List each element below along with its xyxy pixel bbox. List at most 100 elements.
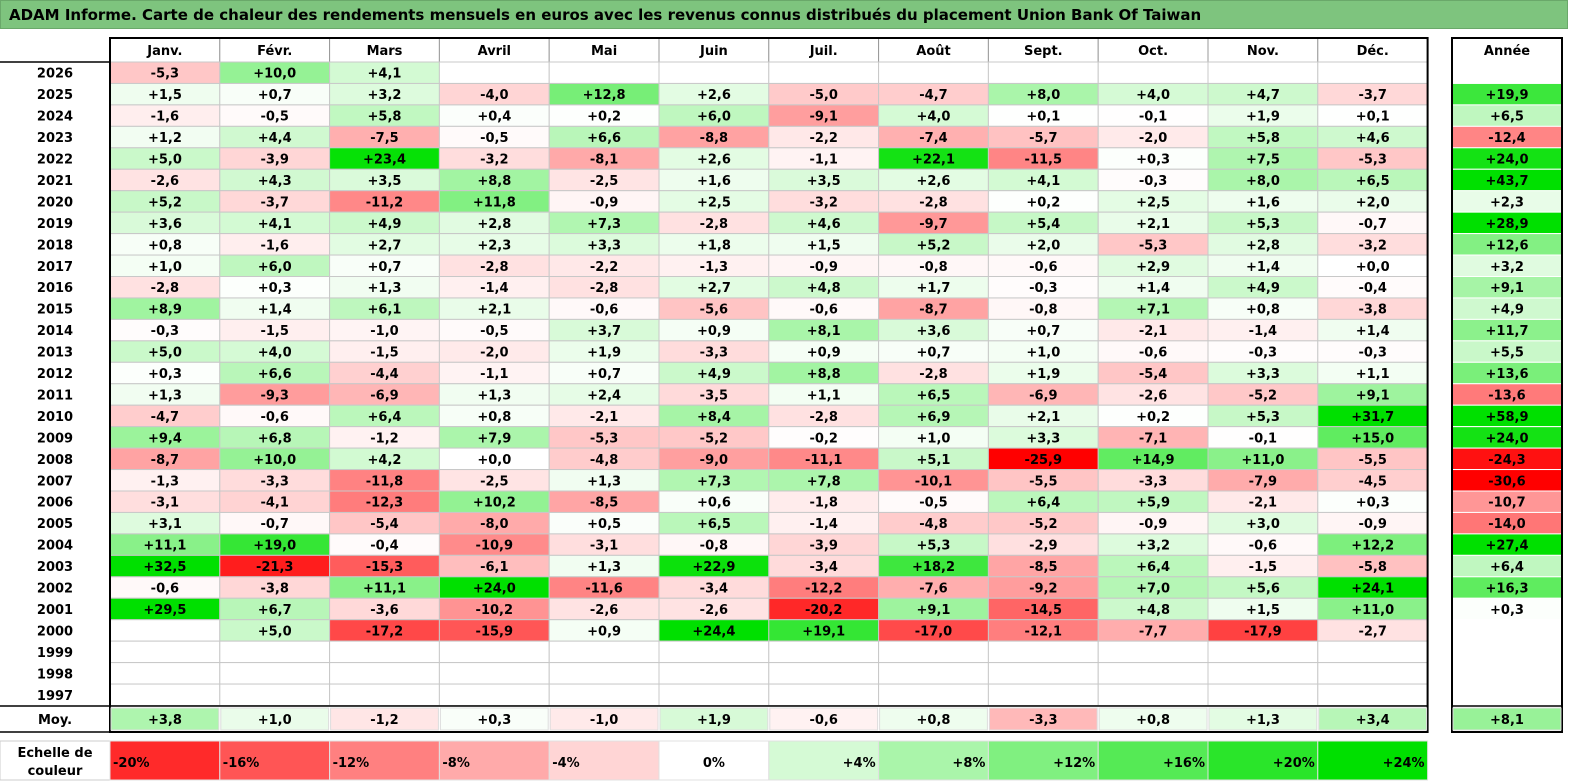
month-header-7: Août [916,44,950,59]
year-label: 2025 [37,88,73,103]
heat-cell-value: +8,8 [477,174,511,189]
heat-cell-value: +4,9 [697,367,731,382]
heat-cell-value: +19,1 [802,624,845,639]
heat-cell [1207,640,1319,664]
annual-cell-value: +28,9 [1486,217,1529,232]
heat-cell-value: +5,1 [917,453,951,468]
year-label: 2020 [37,195,73,210]
heat-cell-value: +18,2 [912,560,955,575]
heat-cell-value: -3,8 [1358,303,1386,318]
heat-cell-value: -11,6 [585,582,622,597]
year-label: 2017 [37,260,73,275]
month-header-1: Févr. [257,44,292,59]
heat-cell-value: +4,2 [368,453,402,468]
heat-cell-value: +1,3 [368,281,402,296]
heat-cell [987,61,1099,84]
year-label: 2014 [37,324,73,339]
heat-cell-value: -2,2 [590,260,618,275]
heat-cell-value: -3,3 [260,474,288,489]
heat-cell-value: +5,8 [1246,131,1280,146]
annual-cell-value: +16,3 [1486,582,1529,597]
heat-cell [109,640,221,664]
heat-cell-value: +4,9 [1246,281,1280,296]
heat-cell-value: -6,9 [1029,388,1057,403]
scale-swatch-label: +12% [1053,756,1095,771]
heat-cell-value: -9,2 [1029,582,1057,597]
year-label: 2004 [37,539,73,554]
heat-cell-value: -15,3 [366,560,403,575]
heat-cell-value: -7,7 [1139,624,1167,639]
heat-cell-value: -12,3 [366,496,403,511]
year-label: 2019 [37,217,73,232]
heat-cell-value: +0,6 [697,496,731,511]
month-header-cell [1097,37,1209,63]
heat-cell-value: +1,0 [917,431,951,446]
heat-cell-value: +4,0 [1136,88,1170,103]
heat-cell-value: +11,1 [363,582,406,597]
heat-cell-value: +2,4 [587,388,621,403]
heat-cell-value: -2,0 [1139,131,1167,146]
heat-cell-value: -4,8 [919,517,947,532]
heat-cell-value: -2,1 [1249,496,1277,511]
heat-cell-value: +2,7 [697,281,731,296]
heat-cell [109,683,221,706]
heat-cell-value: -0,9 [1358,517,1386,532]
heat-cell-value: -10,9 [476,539,513,554]
heat-cell-value: +14,9 [1132,453,1175,468]
heat-cell-value: +4,1 [368,67,402,82]
heat-cell-value: -0,5 [480,324,508,339]
average-cell [659,707,769,731]
heat-cell-value: -8,8 [700,131,728,146]
scale-swatch-label: +8% [952,756,985,771]
year-label: 2008 [37,453,73,468]
heat-cell-value: -1,4 [1249,324,1277,339]
heat-cell-value: -2,5 [590,174,618,189]
annual-cell [1451,619,1563,642]
heat-cell-value: +0,3 [1136,153,1170,168]
heat-cell [1207,683,1319,706]
heat-cell-value: +1,7 [917,281,951,296]
heat-cell-value: -7,4 [919,131,947,146]
heat-cell-value: -10,2 [476,603,513,618]
heat-cell-value: +22,1 [912,153,955,168]
heat-cell-value: +0,3 [258,281,292,296]
heat-cell [768,662,880,685]
heat-cell-value: -3,1 [590,539,618,554]
heat-cell [548,61,660,84]
heat-cell-value: +0,5 [587,517,621,532]
heat-cell-value: +5,0 [148,153,182,168]
average-cell [110,707,220,731]
year-label: 2021 [37,174,73,189]
heat-cell-value: -2,5 [480,474,508,489]
heat-cell-value: +5,6 [1246,582,1280,597]
scale-swatch [438,740,550,781]
heat-cell-value: +6,5 [1356,174,1390,189]
annual-header: Année [1484,44,1530,59]
heat-cell-value: +1,1 [1356,367,1390,382]
year-label: 2016 [37,281,73,296]
heat-cell-value: +5,0 [148,346,182,361]
scale-swatch [878,740,989,781]
heat-cell-value: +5,8 [368,110,402,125]
heat-cell-value: -1,6 [260,238,288,253]
scale-swatch-label: -4% [552,756,579,771]
heat-cell [1317,61,1429,84]
heat-cell-value: -2,1 [1139,324,1167,339]
heat-cell-value: +2,6 [917,174,951,189]
annual-cell-value: +4,9 [1490,303,1524,318]
heat-cell-value: +10,2 [473,496,516,511]
year-label: 2011 [37,388,73,403]
heat-cell-value: -4,7 [919,88,947,103]
heat-cell-value: -5,3 [590,431,618,446]
heat-cell-value: -5,5 [1358,453,1386,468]
heat-cell-value: -2,6 [151,174,179,189]
heat-cell-value: +0,4 [477,110,511,125]
heat-cell-value: -3,7 [260,195,288,210]
heat-cell-value: +0,1 [1356,110,1390,125]
heat-cell-value: -20,2 [805,603,842,618]
year-label: 2024 [37,110,73,125]
heat-cell-value: -2,8 [590,281,618,296]
scale-label-line2: couleur [28,764,83,779]
heat-cell-value: +7,5 [1246,153,1280,168]
